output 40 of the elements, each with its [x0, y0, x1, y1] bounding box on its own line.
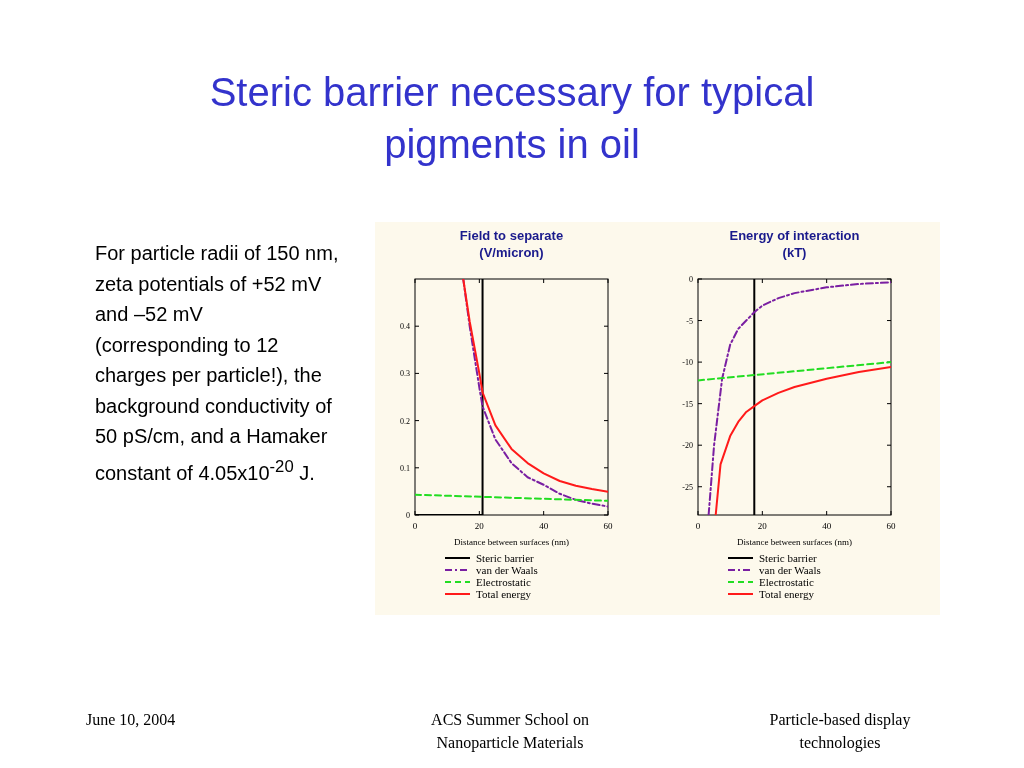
y-tick-label: 0	[406, 511, 410, 520]
text: Particle-based display technologies	[768, 710, 912, 754]
y-tick-label: -5	[686, 316, 693, 326]
legend-label: Electrostatic	[476, 576, 532, 588]
chart-title: Energy of interaction	[729, 228, 860, 243]
text: Steric barrier necessary for typical pigments in oil	[208, 69, 816, 168]
y-tick-label: -15	[682, 399, 693, 409]
line-series	[707, 281, 891, 515]
legend-label: Electrostatic	[759, 576, 815, 588]
legend-label: Steric barrier	[476, 552, 535, 564]
chart-subtitle: (V/micron)	[479, 245, 544, 260]
chart-subtitle: (kT)	[782, 245, 807, 260]
x-tick-label: 40	[539, 521, 549, 531]
legend-label: Total energy	[476, 588, 532, 600]
legend-label: van der Waals	[476, 564, 538, 576]
x-tick-label: 20	[757, 521, 768, 531]
y-tick-label: 0	[689, 275, 693, 284]
chart-title: Field to separate	[459, 228, 564, 243]
x-tick-label: 20	[474, 521, 485, 531]
x-axis-title: Distance between surfaces (nm)	[453, 537, 570, 547]
x-tick-label: 60	[603, 521, 613, 531]
y-tick-label: 0.1	[400, 463, 410, 473]
y-tick-label: -25	[682, 482, 693, 492]
legend-label: Total energy	[759, 588, 815, 600]
x-tick-label: 40	[822, 521, 832, 531]
text: For particle radii of 150 nm, zeta potentials of +52 mV and –52 mV (corresponding to 12 charges per particle!), the background conductivity of 50 pS/cm, and a Hamaker constant of 4.05x10$^{-20}$ J.	[95, 242, 339, 484]
y-tick-label: 0.3	[400, 369, 410, 379]
y-tick-label: -10	[682, 358, 693, 368]
text: ACS Summer School on Nanoparticle Materials	[430, 710, 590, 754]
y-tick-label: 0.4	[400, 322, 410, 332]
legend-label: van der Waals	[759, 564, 821, 576]
legend-label: Steric barrier	[759, 552, 818, 564]
x-tick-label: 60	[886, 521, 896, 531]
x-tick-label: 0	[695, 521, 701, 531]
y-tick-label: -20	[682, 441, 693, 451]
text: June 10, 2004	[86, 710, 177, 730]
x-tick-label: 0	[412, 521, 418, 531]
line-series	[714, 366, 891, 515]
x-axis-title: Distance between surfaces (nm)	[736, 537, 853, 547]
y-tick-label: 0.2	[400, 416, 410, 426]
